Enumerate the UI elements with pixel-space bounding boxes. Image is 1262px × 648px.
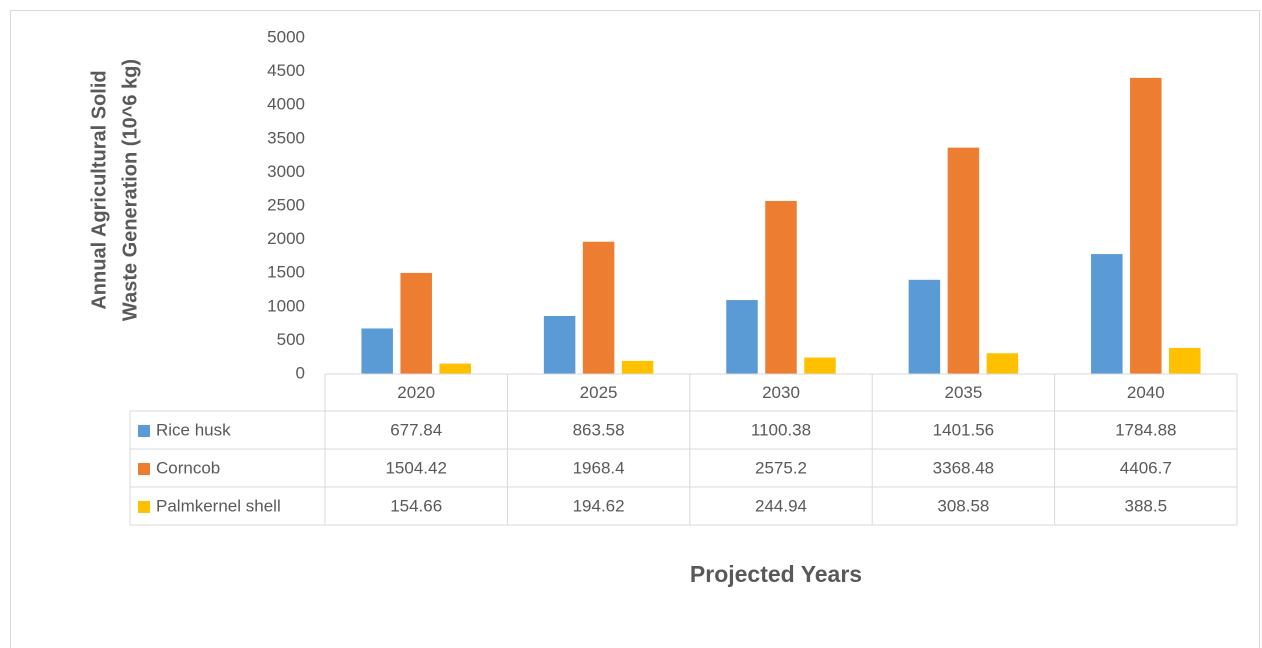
- y-tick-label: 4000: [267, 95, 305, 114]
- x-tick-label: 2030: [762, 383, 800, 402]
- bar: [726, 300, 758, 374]
- table-cell: 4406.7: [1120, 458, 1172, 477]
- bar: [621, 360, 654, 374]
- bar: [400, 272, 432, 374]
- bar: [1130, 77, 1162, 375]
- bar: [582, 241, 615, 374]
- bar: [986, 353, 1019, 374]
- legend-label: Palmkernel shell: [156, 496, 281, 515]
- table-cell: 308.58: [937, 496, 989, 515]
- y-tick-label: 2000: [267, 229, 305, 248]
- y-axis-title: Waste Generation (10^6 kg): [119, 59, 141, 321]
- table-cell: 244.94: [755, 496, 807, 515]
- table-cell: 194.62: [573, 496, 625, 515]
- x-tick-label: 2025: [580, 383, 618, 402]
- table-cell: 863.58: [573, 420, 625, 439]
- x-tick-label: 2020: [397, 383, 435, 402]
- y-tick-label: 3500: [267, 128, 305, 147]
- y-tick-label: 1500: [267, 263, 305, 282]
- y-tick-label: 5000: [267, 27, 305, 46]
- y-tick-label: 4500: [267, 61, 305, 80]
- bar: [908, 279, 941, 374]
- table-cell: 1968.4: [573, 458, 625, 477]
- x-tick-label: 2035: [944, 383, 982, 402]
- bar: [1091, 254, 1123, 374]
- y-tick-label: 3000: [267, 162, 305, 181]
- legend-swatch: [138, 425, 150, 437]
- bar: [1169, 347, 1201, 374]
- table-cell: 1100.38: [751, 420, 811, 439]
- bar: [947, 147, 980, 374]
- x-axis-title: Projected Years: [690, 561, 862, 587]
- table-cell: 1504.42: [385, 458, 446, 477]
- y-axis-title: Annual Agricultural Solid: [88, 70, 110, 309]
- legend-label: Corncob: [156, 458, 220, 477]
- table-cell: 154.66: [390, 496, 442, 515]
- y-tick-label: 500: [277, 330, 305, 349]
- bar: [543, 315, 576, 374]
- legend-swatch: [138, 501, 150, 513]
- legend-label: Rice husk: [156, 420, 231, 439]
- table-cell: 2575.2: [755, 458, 807, 477]
- y-tick-label: 2500: [267, 195, 305, 214]
- table-cell: 3368.48: [933, 458, 994, 477]
- bar: [765, 200, 797, 374]
- chart-border: [10, 10, 1260, 648]
- table-cell: 1784.88: [1115, 420, 1176, 439]
- y-tick-label: 1000: [267, 296, 305, 315]
- x-tick-label: 2040: [1127, 383, 1165, 402]
- bar: [361, 328, 393, 374]
- table-cell: 388.5: [1125, 496, 1168, 515]
- table-cell: 677.84: [390, 420, 442, 439]
- y-tick-label: 0: [296, 363, 305, 382]
- table-cell: 1401.56: [933, 420, 994, 439]
- bar: [439, 363, 471, 374]
- bar: [804, 357, 836, 374]
- legend-swatch: [138, 463, 150, 475]
